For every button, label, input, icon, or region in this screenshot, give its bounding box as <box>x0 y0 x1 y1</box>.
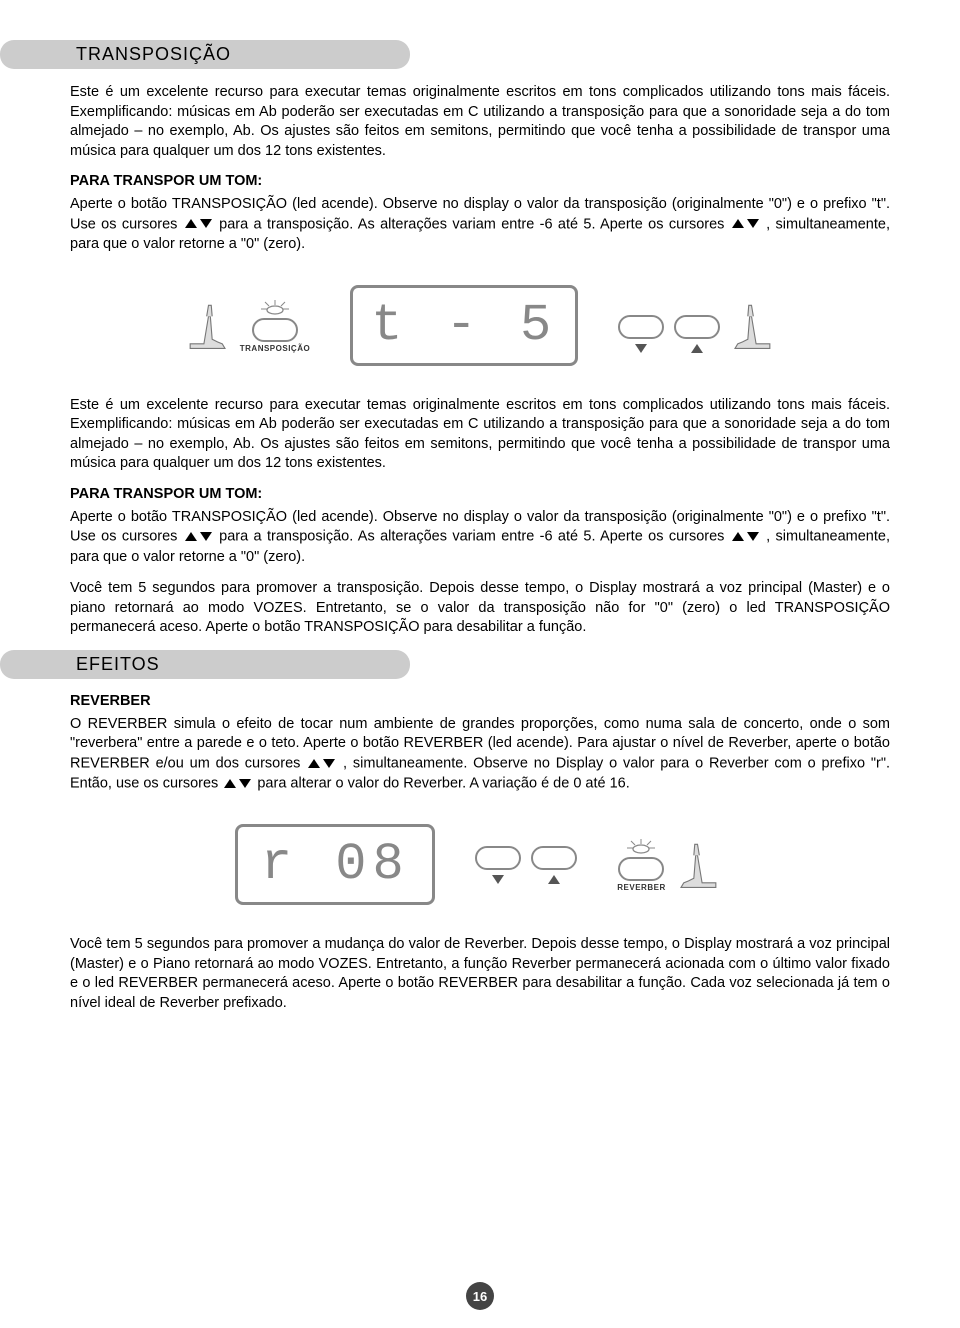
cursor-up-button-icon <box>674 315 720 339</box>
cursor-down-button-icon <box>618 315 664 339</box>
transposicao-button-icon <box>252 318 298 342</box>
subheading-1: PARA TRANSPOR UM TOM: <box>70 173 890 189</box>
cursor-arrows-icon <box>308 754 335 774</box>
paragraph-instructions-1: Aperte o botão TRANSPOSIÇÃO (led acende)… <box>70 195 890 254</box>
cursor-arrows-icon <box>224 774 251 794</box>
down-arrow-icon <box>492 875 504 884</box>
page-number: 16 <box>466 1282 494 1310</box>
subheading-reverber: REVERBER <box>70 693 890 709</box>
paragraph-reverber-2: Você tem 5 segundos para promover a muda… <box>70 935 890 1013</box>
illustration-reverber: r 08 <box>70 824 890 905</box>
down-arrow-icon <box>635 344 647 353</box>
hand-press-icon <box>724 298 779 353</box>
paragraph-intro-1: Este é um excelente recurso para executa… <box>70 83 890 161</box>
cursor-buttons-illustration <box>618 298 779 353</box>
reverber-button-icon <box>618 857 664 881</box>
cursor-buttons <box>475 846 577 884</box>
lcd-display-1: t - 5 <box>350 285 578 366</box>
hand-press-icon <box>181 298 236 353</box>
cursor-arrows-icon <box>732 527 759 547</box>
button-label-transposicao: TRANSPOSIÇÃO <box>240 344 310 353</box>
paragraph-intro-2: Este é um excelente recurso para executa… <box>70 396 890 474</box>
up-arrow-icon <box>691 344 703 353</box>
led-spark-icon <box>255 298 295 316</box>
cursor-arrows-icon <box>732 215 759 235</box>
reverber-button-illustration: REVERBER <box>617 837 724 892</box>
section-title-2: EFEITOS <box>20 654 160 675</box>
led-spark-icon <box>621 837 661 855</box>
cursor-up-button-icon <box>531 846 577 870</box>
section-title-1: TRANSPOSIÇÃO <box>20 44 231 65</box>
section-header-transposicao: TRANSPOSIÇÃO <box>0 40 410 69</box>
up-arrow-icon <box>548 875 560 884</box>
button-label-reverber: REVERBER <box>617 883 665 892</box>
subheading-2: PARA TRANSPOR UM TOM: <box>70 486 890 502</box>
section-header-efeitos: EFEITOS <box>0 650 410 679</box>
paragraph-reverber-1: O REVERBER simula o efeito de tocar num … <box>70 715 890 794</box>
hand-press-icon <box>670 837 725 892</box>
button-press-illustration: TRANSPOSIÇÃO <box>181 298 310 353</box>
cursor-arrows-icon <box>185 215 212 235</box>
illustration-transposicao: TRANSPOSIÇÃO t - 5 <box>70 285 890 366</box>
cursor-arrows-icon <box>185 527 212 547</box>
paragraph-instructions-2: Aperte o botão TRANSPOSIÇÃO (led acende)… <box>70 508 890 567</box>
paragraph-note-1: Você tem 5 segundos para promover a tran… <box>70 579 890 638</box>
cursor-down-button-icon <box>475 846 521 870</box>
lcd-display-2: r 08 <box>235 824 435 905</box>
